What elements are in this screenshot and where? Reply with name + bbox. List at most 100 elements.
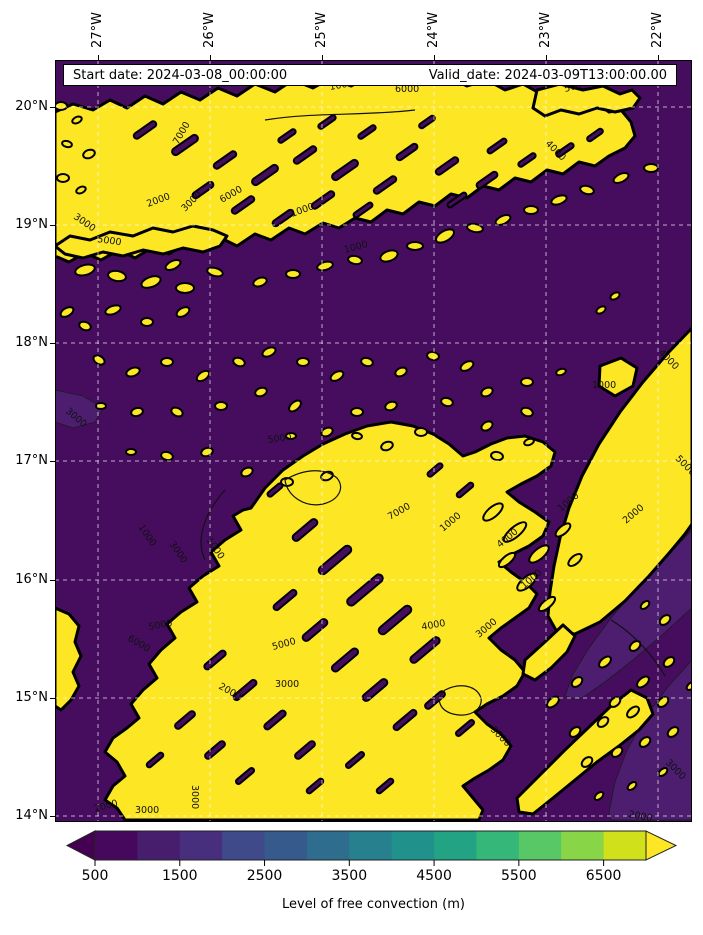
contour-hole [395, 142, 419, 162]
contour-hole [555, 142, 575, 158]
map-border [55, 60, 692, 822]
lon-tick-label: 24°W [426, 12, 441, 48]
contour-speckle [666, 726, 680, 738]
title-box: Start date: 2024-03-08_00:00:00 Valid_da… [63, 64, 677, 86]
contour-line [438, 685, 482, 716]
contour-hole [331, 158, 359, 182]
colorbar-tick-label: 1500 [161, 868, 198, 884]
contour-hole [310, 190, 336, 210]
contour-speckle [78, 320, 92, 332]
contour-speckle [232, 356, 246, 368]
colorbar-tick-label: 2500 [246, 868, 283, 884]
colorbar-segment [306, 831, 350, 860]
contour-speckle [175, 306, 191, 318]
lat-tick-label: 17°N [15, 453, 48, 468]
contour-hole [171, 133, 199, 157]
valid-date-label: Valid_date: 2024-03-09T13:00:00.00 [428, 67, 667, 83]
contour-fill-high [103, 420, 557, 822]
contour-speckle [636, 675, 650, 689]
contour-hole [132, 120, 158, 140]
contour-hole [455, 481, 475, 499]
contour-label: 5000 [267, 432, 292, 446]
contour-speckle [502, 521, 528, 543]
colorbar-segment [95, 831, 138, 860]
contour-speckle [414, 427, 428, 437]
contour-speckle [555, 367, 567, 377]
contour-hole [375, 777, 395, 795]
contour-speckle [107, 269, 127, 283]
contour-label: 5000 [148, 618, 174, 633]
contour-hole [426, 462, 444, 478]
colorbar-segment [391, 831, 435, 860]
start-date-label: Start date: 2024-03-08_00:00:00 [73, 67, 288, 83]
contour-speckle [140, 317, 154, 327]
contour-speckle [546, 695, 560, 709]
lon-tick-mark [98, 55, 99, 60]
contour-speckle [434, 228, 456, 244]
contour-label: 1000 [592, 380, 616, 391]
contour-hole [317, 114, 337, 130]
lon-tick-mark [322, 55, 323, 60]
contour-speckle [440, 396, 454, 408]
contour-speckle [610, 746, 624, 758]
lat-tick-label: 19°N [15, 217, 48, 232]
colorbar-tick-label: 3500 [331, 868, 368, 884]
contour-speckle [288, 399, 302, 413]
contour-speckle [316, 260, 334, 272]
contour-fill-high [521, 623, 577, 682]
lon-tick-mark [434, 55, 435, 60]
contour-hole [291, 518, 319, 542]
contour-fill-high [515, 688, 655, 816]
contour-hole [377, 604, 413, 636]
colorbar-segment [179, 831, 223, 860]
contour-speckle [480, 386, 494, 398]
contour-speckle [626, 781, 638, 791]
contour-speckle [92, 354, 106, 366]
colorbar-outline [94, 830, 647, 861]
contour-speckle [329, 370, 345, 382]
contour-hole [234, 767, 256, 785]
colorbar-segment [137, 831, 181, 860]
contour-speckle [214, 401, 228, 411]
contour-hole [272, 588, 298, 612]
lat-tick-mark [50, 698, 55, 699]
contour-speckle [56, 173, 70, 183]
colorbar-caption: Level of free convection (m) [282, 897, 465, 912]
contour-hole [486, 137, 508, 155]
contour-fill-light [55, 389, 104, 429]
lat-tick-mark [50, 816, 55, 817]
contour-speckle [71, 115, 83, 125]
contour-speckle [175, 282, 195, 294]
colorbar-over-arrow [645, 830, 678, 861]
contour-speckle [320, 426, 334, 438]
contour-speckle [160, 450, 174, 462]
lat-tick-mark [50, 225, 55, 226]
contour-line [610, 619, 666, 677]
contour-speckle [347, 254, 363, 266]
contour-speckle [170, 406, 184, 418]
contour-hole [475, 170, 499, 190]
lat-tick-mark [50, 343, 55, 344]
contour-hole [586, 127, 604, 143]
contour-speckle [662, 656, 676, 668]
contour-speckle [480, 420, 494, 432]
lat-tick-label: 20°N [15, 99, 48, 114]
contour-speckle [490, 450, 504, 462]
contour-hole [204, 740, 226, 760]
contour-hole [372, 175, 398, 195]
contour-hole [301, 618, 329, 642]
contour-speckle [296, 357, 310, 367]
contour-line [264, 109, 416, 121]
lat-tick-mark [50, 107, 55, 108]
colorbar-segment [518, 831, 562, 860]
lon-tick-mark [658, 55, 659, 60]
lon-tick-label: 23°W [538, 12, 553, 48]
contour-speckle [497, 551, 517, 569]
contour-hole [344, 751, 366, 769]
contour-hole [174, 710, 196, 730]
lon-tick-label: 22°W [650, 12, 665, 48]
contour-speckle [394, 366, 408, 378]
contour-speckle [593, 791, 605, 801]
contour-speckle [482, 502, 504, 522]
